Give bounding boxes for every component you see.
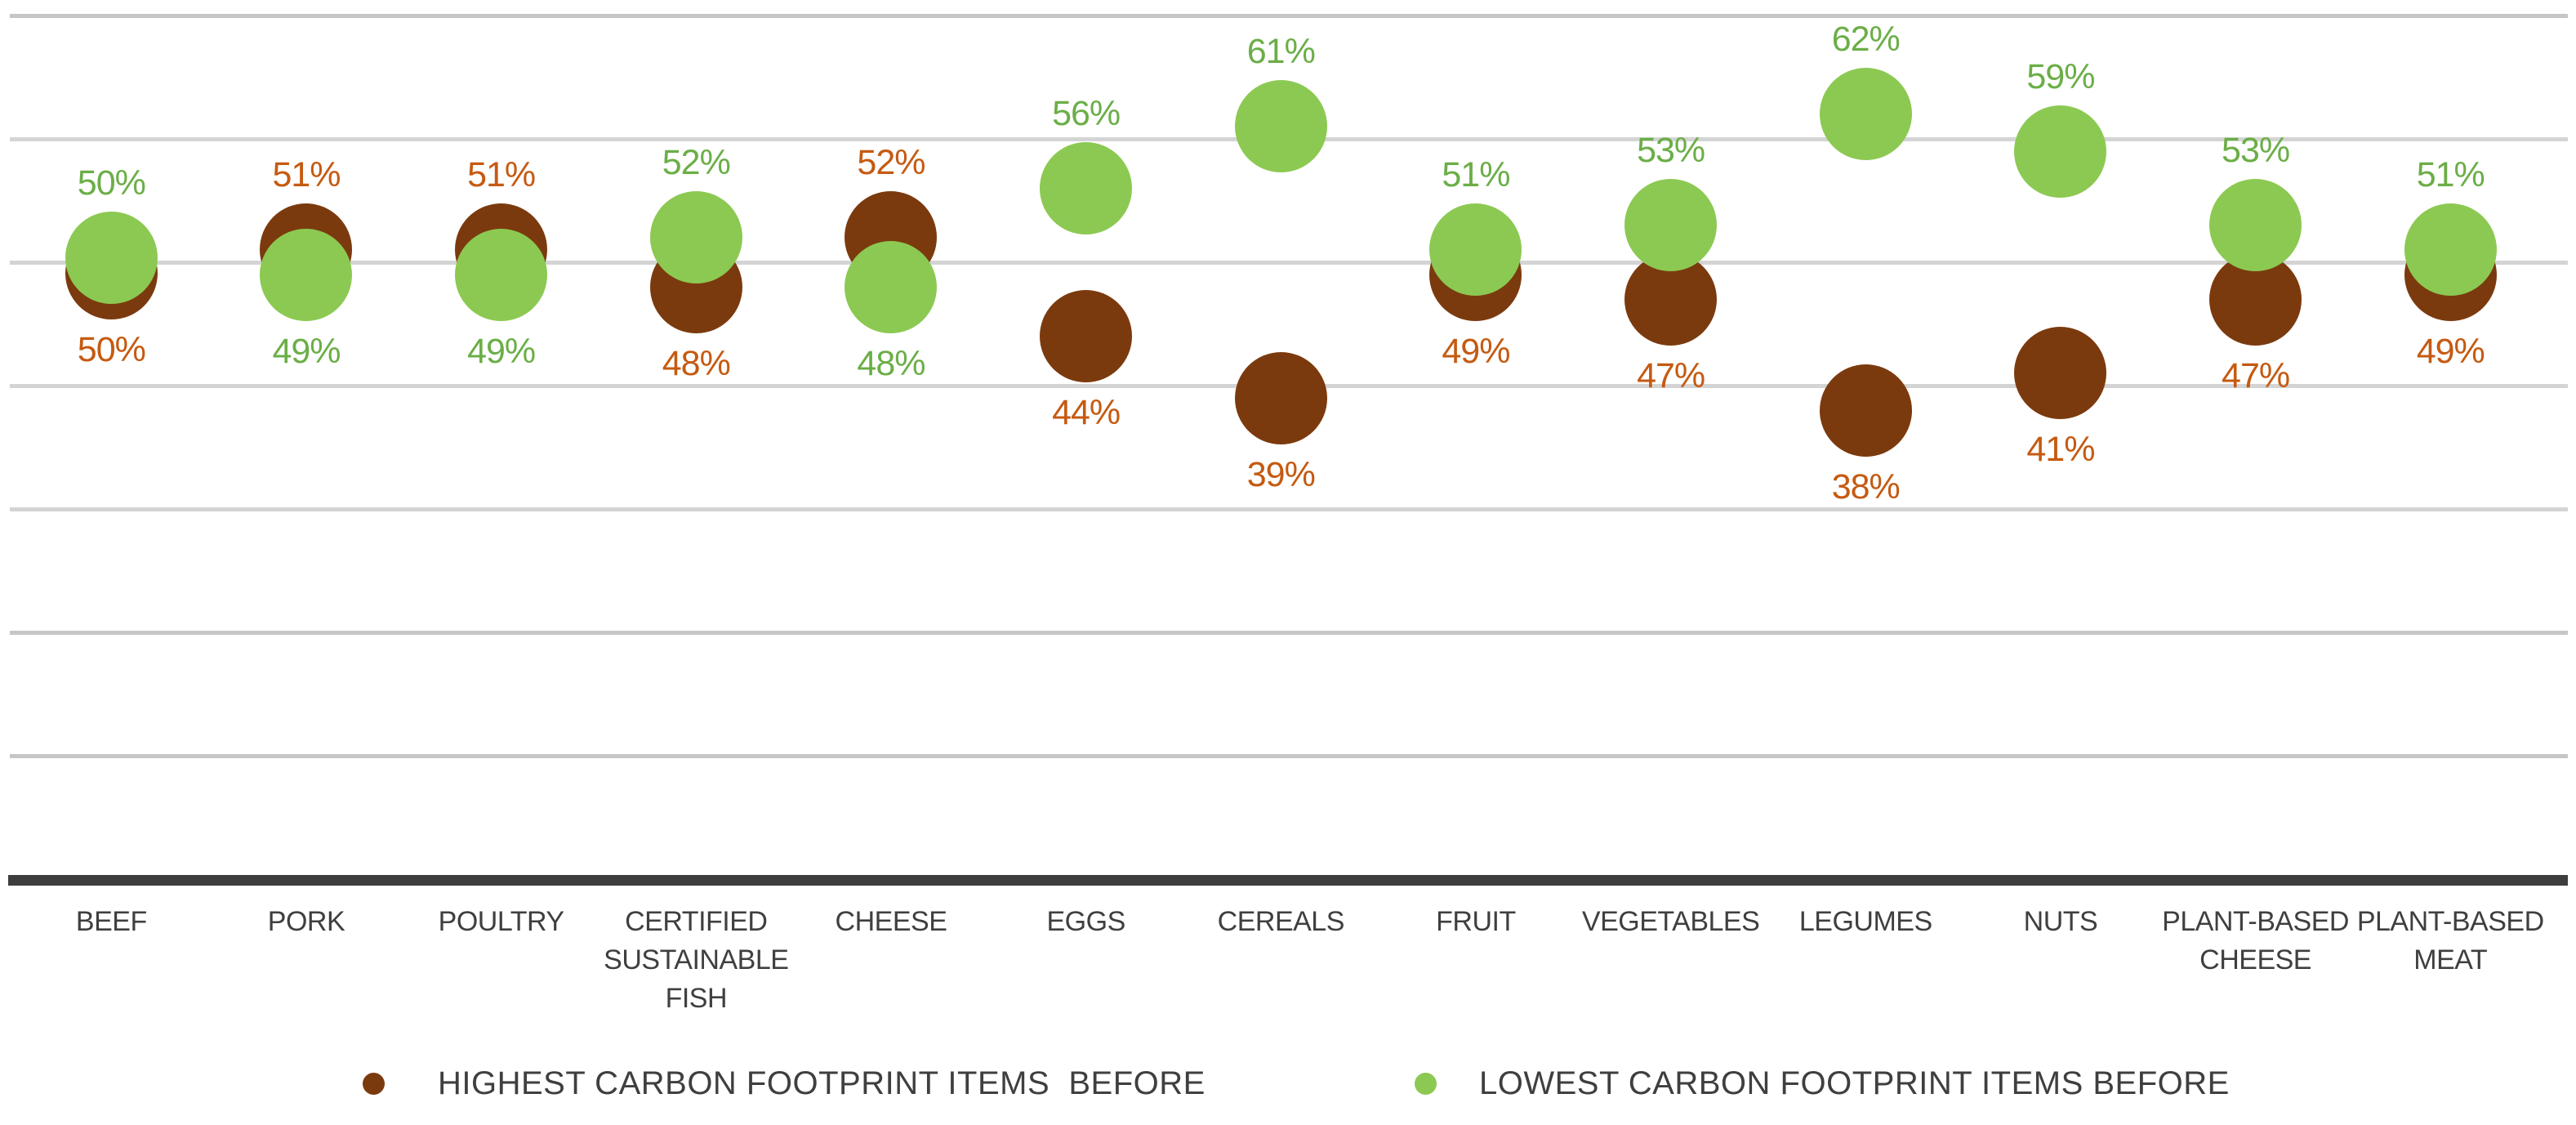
data-label-lowest-fruit: 51% [1442,155,1510,195]
marker-highest-cereals [1234,351,1327,444]
category-label-cereals: CEREALS [1217,906,1345,937]
marker-lowest-plant-based-cheese [2209,179,2302,272]
marker-lowest-poultry [455,228,548,321]
data-label-highest-plant-based-cheese: 47% [2222,355,2290,395]
gridline-10pct [10,753,2568,758]
data-label-lowest-cheese: 48% [857,343,925,383]
data-label-lowest-eggs: 56% [1052,93,1121,133]
marker-lowest-legumes [1819,68,1912,161]
category-label-nuts: NUTS [2023,906,2098,937]
legend: HIGHEST CARBON FOOTPRINT ITEMS BEFORE LO… [0,1058,2576,1125]
data-label-lowest-beef: 50% [77,163,146,203]
data-label-highest-cereals: 39% [1246,454,1316,494]
marker-lowest-eggs [1040,141,1133,234]
data-label-lowest-certified-sustainable-fish: 52% [662,143,731,183]
marker-lowest-fruit [1429,203,1522,297]
data-label-highest-certified-sustainable-fish: 48% [662,343,731,383]
data-label-highest-plant-based-meat: 49% [2416,331,2485,371]
legend-label-highest: HIGHEST CARBON FOOTPRINT ITEMS BEFORE [438,1065,1206,1101]
gridline-50pct [10,260,2568,265]
category-label-certified-sustainable-fish: CERTIFIED SUSTAINABLE FISH [604,906,789,1014]
marker-lowest-pork [260,228,353,321]
category-label-fruit: FRUIT [1436,906,1516,937]
marker-lowest-plant-based-meat [2404,203,2497,297]
marker-highest-legumes [1819,364,1912,457]
category-label-cheese: CHEESE [835,906,947,937]
data-label-highest-beef: 50% [77,329,146,369]
category-label-plant-based-meat: PLANT-BASED MEAT [2356,906,2544,975]
marker-lowest-cereals [1234,80,1327,173]
data-label-highest-legumes: 38% [1831,467,1901,507]
marker-lowest-certified-sustainable-fish [649,191,742,284]
data-label-highest-vegetables: 47% [1637,355,1705,395]
data-label-lowest-poultry: 49% [467,331,536,371]
legend-marker-lowest [1415,1073,1437,1095]
category-label-plant-based-cheese: PLANT-BASED CHEESE [2162,906,2349,975]
data-label-highest-eggs: 44% [1052,393,1121,433]
gridline-20pct [10,630,2568,635]
data-label-highest-cheese: 52% [857,143,925,183]
data-label-lowest-plant-based-cheese: 53% [2222,131,2290,171]
marker-lowest-nuts [2014,105,2107,198]
marker-highest-nuts [2014,327,2107,420]
gridline-30pct [10,507,2568,511]
category-label-vegetables: VEGETABLES [1581,906,1760,937]
marker-highest-eggs [1040,290,1133,383]
legend-label-lowest: LOWEST CARBON FOOTPRINT ITEMS BEFORE [1479,1065,2230,1101]
data-label-lowest-pork: 49% [272,331,341,371]
data-label-highest-nuts: 41% [2026,430,2095,470]
data-label-lowest-plant-based-meat: 51% [2416,155,2485,195]
category-label-poultry: POULTRY [438,906,564,937]
marker-lowest-cheese [845,240,938,333]
data-label-lowest-vegetables: 53% [1637,131,1705,171]
data-label-lowest-nuts: 59% [2026,56,2095,96]
data-label-lowest-legumes: 62% [1831,20,1901,60]
gridline-70pct [10,13,2568,18]
legend-marker-highest [363,1073,385,1095]
category-label-beef: BEEF [75,906,147,937]
marker-lowest-beef [65,211,158,304]
category-label-legumes: LEGUMES [1798,906,1932,937]
category-label-pork: PORK [267,906,345,937]
marker-lowest-vegetables [1624,179,1718,272]
data-label-highest-poultry: 51% [467,155,536,195]
category-label-eggs: EGGS [1046,906,1126,937]
x-axis-line [8,875,2568,886]
data-label-highest-pork: 51% [272,155,341,195]
data-label-lowest-cereals: 61% [1246,32,1316,72]
data-label-highest-fruit: 49% [1442,331,1510,371]
